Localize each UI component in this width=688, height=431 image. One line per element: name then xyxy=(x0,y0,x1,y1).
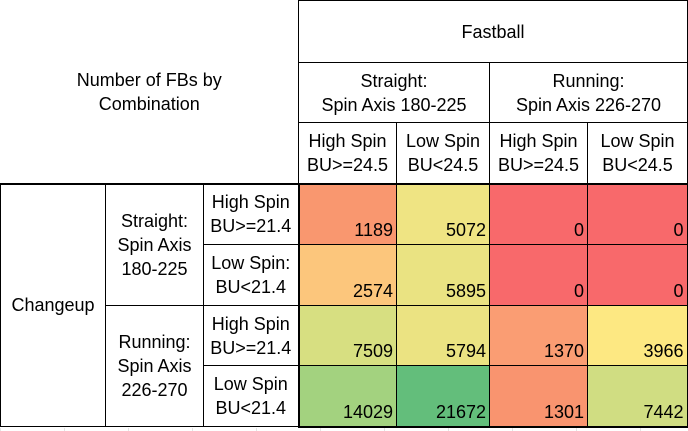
fb-subgroup-2-line2: BU<24.5 xyxy=(407,154,479,175)
ch-subgroup-3-line1: High Spin xyxy=(211,313,290,334)
corner-label-line1: Number of FBs by xyxy=(76,69,222,90)
ch-group-straight-line1: Straight: xyxy=(120,210,189,231)
ch-group-straight: Straight: Spin Axis 180-225 xyxy=(105,182,204,306)
fb-subgroup-1-line2: BU>=24.5 xyxy=(306,154,389,175)
ch-group-straight-line2: Spin Axis xyxy=(117,234,192,255)
value-cell: 14029 xyxy=(297,365,397,428)
changeup-header: Changeup xyxy=(0,182,106,427)
fb-subgroup-3-line1: High Spin xyxy=(499,130,578,151)
fb-group-straight-line1: Straight: xyxy=(360,70,428,91)
value-cell: 1370 xyxy=(489,305,588,366)
value-cell: 2574 xyxy=(297,244,397,306)
ch-subgroup-2: Low Spin: BU<21.4 xyxy=(203,244,299,306)
corner-label-line2: Combination xyxy=(98,93,200,114)
corner-label-cell: Number of FBs by Combination xyxy=(0,0,299,184)
value-cell: 0 xyxy=(586,244,688,306)
fb-subgroup-3-line2: BU>=24.5 xyxy=(497,154,580,175)
ch-subgroup-2-line1: Low Spin: xyxy=(211,253,291,273)
fb-subgroup-4-line1: Low Spin xyxy=(600,130,675,151)
fb-subgroup-2-line1: Low Spin xyxy=(405,130,481,151)
fb-subgroup-1-line1: High Spin xyxy=(308,130,387,151)
ch-subgroup-1: High Spin BU>=21.4 xyxy=(203,182,299,245)
ch-group-straight-line3: 180-225 xyxy=(121,258,188,279)
ch-group-running-line1: Running: xyxy=(118,332,191,352)
ch-subgroup-3: High Spin BU>=21.4 xyxy=(203,305,299,366)
fb-group-straight: Straight: Spin Axis 180-225 xyxy=(298,62,490,123)
fb-group-running-line1: Running: xyxy=(552,70,625,91)
fb-subgroup-4-line2: BU<24.5 xyxy=(602,154,673,175)
ch-group-running-line2: Spin Axis xyxy=(117,356,192,376)
ch-subgroup-2-line2: BU<21.4 xyxy=(215,277,287,297)
value-cell: 0 xyxy=(489,244,588,306)
fb-group-straight-line2: Spin Axis 180-225 xyxy=(321,94,467,115)
ch-subgroup-1-line2: BU>=21.4 xyxy=(210,216,292,237)
fastball-header: Fastball xyxy=(297,0,688,63)
fb-subgroup-1: High Spin BU>=24.5 xyxy=(298,122,397,184)
value-cell: 7442 xyxy=(586,365,688,428)
ch-group-running-line3: 226-270 xyxy=(121,380,188,400)
ch-subgroup-4-line1: Low Spin xyxy=(213,374,288,394)
value-cell: 21672 xyxy=(396,365,490,428)
value-cell: 5794 xyxy=(396,305,490,366)
value-cell: 5895 xyxy=(396,244,490,306)
ch-subgroup-4-line2: BU<21.4 xyxy=(215,398,287,418)
fb-group-running-line2: Spin Axis 226-270 xyxy=(515,94,662,115)
fb-subgroup-2: Low Spin BU<24.5 xyxy=(396,122,490,184)
fb-group-running: Running: Spin Axis 226-270 xyxy=(488,62,688,123)
value-cell: 1301 xyxy=(489,365,588,428)
ch-subgroup-4: Low Spin BU<21.4 xyxy=(203,365,299,427)
value-cell: 7509 xyxy=(297,305,397,366)
value-cell: 5072 xyxy=(396,182,490,245)
ch-subgroup-3-line2: BU>=21.4 xyxy=(210,337,292,358)
ch-group-running: Running: Spin Axis 226-270 xyxy=(105,305,204,427)
fb-subgroup-4: Low Spin BU<24.5 xyxy=(586,122,688,184)
value-cell: 3966 xyxy=(586,305,688,366)
value-cell: 0 xyxy=(489,182,588,245)
value-cell: 1189 xyxy=(297,182,397,245)
ch-subgroup-1-line1: High Spin xyxy=(211,192,290,213)
value-cell: 0 xyxy=(586,182,688,245)
fb-subgroup-3: High Spin BU>=24.5 xyxy=(489,122,588,184)
